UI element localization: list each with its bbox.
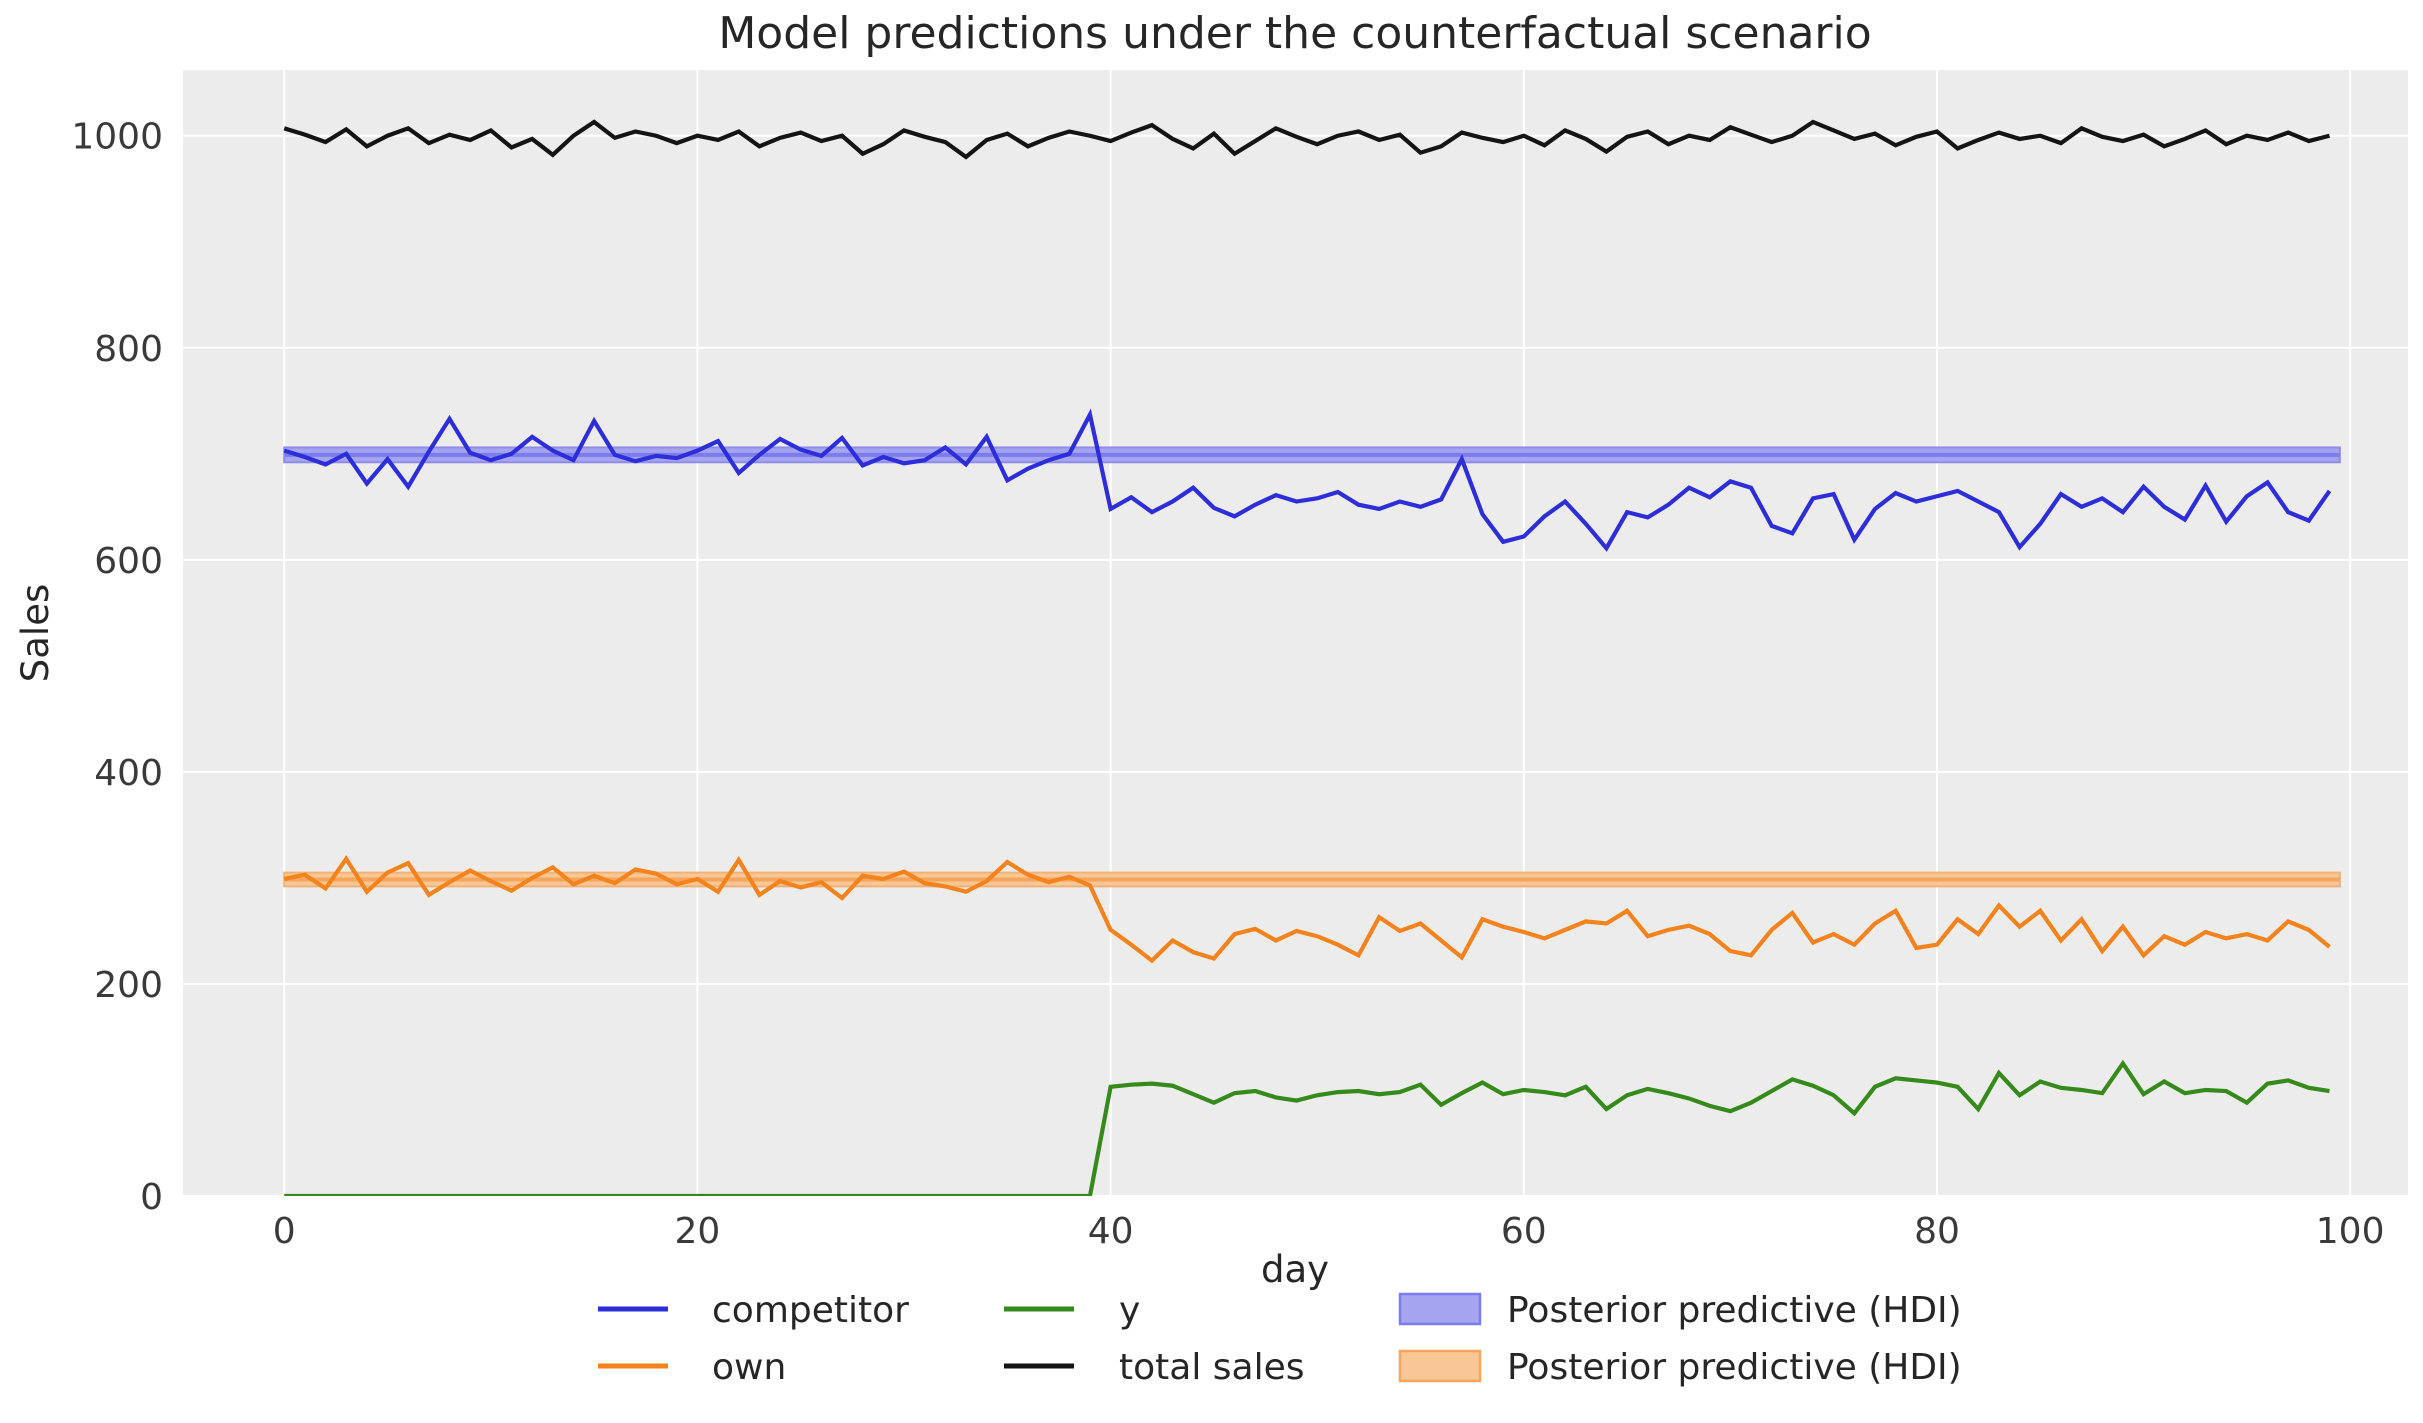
legend-label: Posterior predictive (HDI) [1507,1347,1962,1388]
x-tick-label-100: 100 [2316,1211,2385,1252]
y-tick-label-400: 400 [94,753,163,794]
legend-label: total sales [1119,1347,1304,1388]
plot-area [283,119,2341,1196]
legend-patch-marker [1398,1292,1482,1326]
legend: competitor own y total sales Posterior predi… [598,1290,1962,1388]
legend-item-posterior-predictive-hdi--2: Posterior predictive (HDI) [1398,1347,1962,1388]
series-line-y [284,1059,2330,1196]
plot-background [183,70,2408,1196]
y-tick-label-1000: 1000 [71,117,163,158]
y-axis-label: Sales [14,584,57,682]
legend-label: own [712,1347,786,1388]
series-line-own [283,855,2331,964]
x-tick-label-60: 60 [1501,1211,1547,1252]
legend-label: competitor [712,1290,909,1331]
legend-item-own-0: own [598,1347,786,1388]
series-line-competitor [283,408,2332,552]
chart-title: Model predictions under the counterfactu… [718,8,1871,59]
legend-patch-marker [1398,1349,1482,1383]
y-tick-label-600: 600 [94,541,163,582]
legend-label: Posterior predictive (HDI) [1507,1290,1962,1331]
series-line-total-sales [283,119,2331,160]
y-tick-label-800: 800 [94,329,163,370]
legend-item-y-1: y [1004,1290,1140,1331]
x-tick-label-40: 40 [1088,1211,1134,1252]
x-tick-label-80: 80 [1914,1211,1960,1252]
legend-item-posterior-predictive-hdi--2: Posterior predictive (HDI) [1398,1290,1962,1331]
y-tick-label-200: 200 [94,965,163,1006]
y-tick-label-0: 0 [140,1177,163,1218]
legend-item-competitor-0: competitor [598,1290,909,1331]
x-tick-label-20: 20 [675,1211,721,1252]
legend-label: y [1119,1290,1140,1331]
legend-item-total-sales-1: total sales [1004,1347,1304,1388]
x-axis-label: day [1261,1248,1329,1291]
x-tick-label-0: 0 [273,1211,296,1252]
